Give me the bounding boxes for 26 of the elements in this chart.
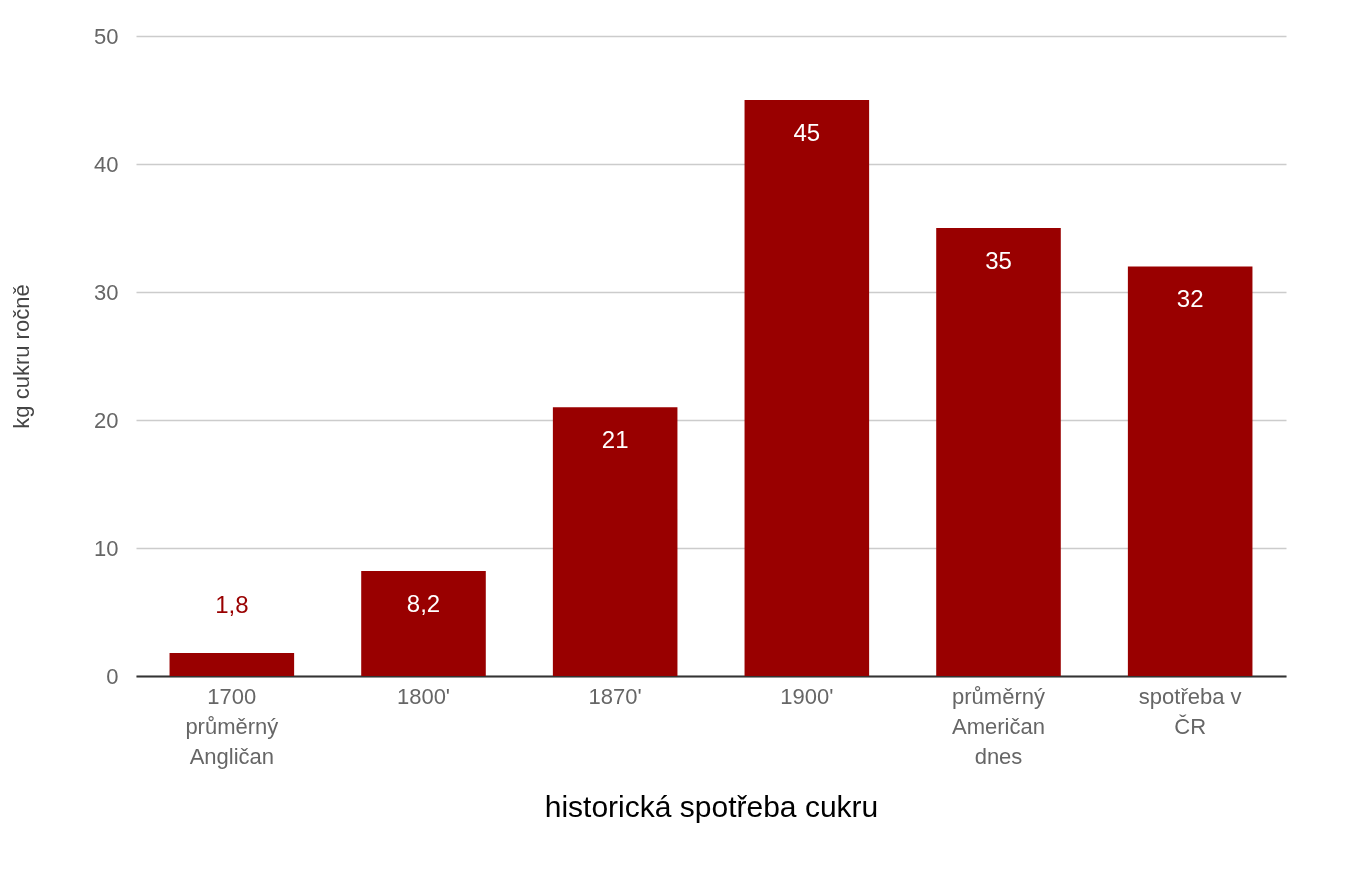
bar [552, 407, 678, 676]
x-tick-label: 1800' [396, 683, 451, 709]
y-tick-label: 30 [94, 279, 119, 305]
y-tick-label: 20 [94, 407, 119, 433]
data-label: 32 [1176, 285, 1204, 313]
bar [744, 100, 870, 676]
bar [936, 228, 1061, 676]
data-label: 1,8 [215, 590, 249, 618]
x-tick-label: 1870' [588, 683, 642, 709]
data-label: 35 [985, 247, 1012, 274]
y-tick-label: 50 [94, 23, 119, 49]
bar [1127, 266, 1253, 676]
bar [361, 571, 486, 676]
y-tick-label: 10 [94, 535, 119, 561]
x-axis-title: historická spotřeba cukru [544, 789, 879, 823]
y-axis-title: kg cukru ročně [9, 284, 35, 429]
x-tick-label: 1700 průměrný Angličan [185, 683, 279, 769]
data-label: 45 [793, 119, 821, 146]
x-tick-label: 1900' [780, 683, 834, 709]
x-tick-label: spotřeba v ČR [1138, 683, 1242, 739]
data-label: 8,2 [406, 590, 441, 618]
bar [169, 652, 295, 676]
x-tick-label: průměrný Američan dnes [952, 683, 1045, 769]
y-tick-label: 40 [94, 151, 119, 177]
y-tick-label: 0 [106, 663, 119, 689]
data-label: 21 [601, 426, 629, 454]
